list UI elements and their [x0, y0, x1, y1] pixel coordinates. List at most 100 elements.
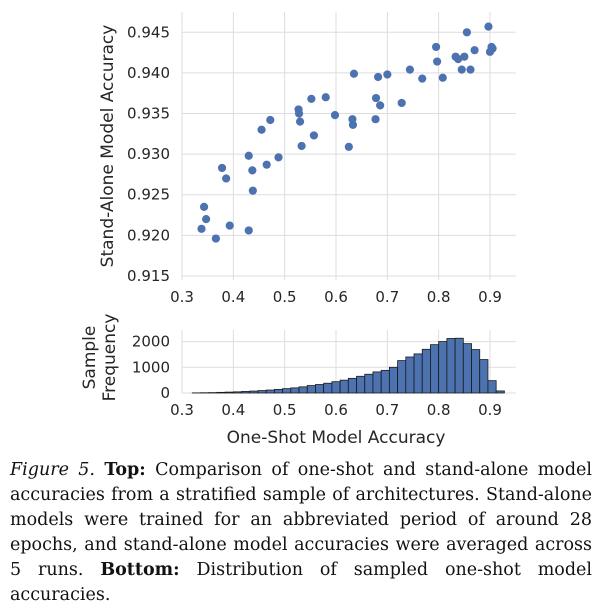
scatter-point — [372, 94, 380, 102]
scatter-point — [406, 66, 414, 74]
scatter-point — [398, 99, 406, 107]
histogram-bar — [439, 342, 447, 393]
histogram-bar — [455, 338, 463, 393]
histogram-bar — [242, 391, 250, 393]
scatter-point — [266, 116, 274, 124]
histogram-bar — [315, 385, 323, 393]
scatter-point — [466, 66, 474, 74]
histogram-bar — [447, 338, 455, 393]
scatter-point — [257, 126, 265, 134]
histogram-bar — [307, 386, 315, 393]
scatter-x-tick-label: 0.7 — [375, 288, 399, 306]
scatter-point — [376, 101, 384, 109]
scatter-point — [433, 57, 441, 65]
scatter-point — [488, 44, 496, 52]
histogram-bar — [357, 376, 365, 393]
histogram-bar — [472, 350, 480, 393]
scatter-point — [222, 174, 230, 182]
scatter-y-tick-label: 0.920 — [127, 226, 170, 244]
scatter-x-tick-label: 0.8 — [427, 288, 451, 306]
hist-y-tick-label: 2000 — [132, 333, 170, 351]
caption-label: Figure 5. — [10, 460, 95, 480]
scatter-point — [296, 118, 304, 126]
scatter-point — [263, 161, 271, 169]
histogram-bar — [217, 392, 225, 393]
hist-x-tick-label: 0.8 — [427, 401, 451, 419]
histogram-bar — [332, 382, 340, 393]
scatter-point — [248, 166, 256, 174]
histogram-bar — [463, 344, 471, 393]
scatter-x-tick-label: 0.4 — [221, 288, 245, 306]
hist-x-tick-label: 0.3 — [170, 401, 194, 419]
histogram-bar — [274, 389, 282, 393]
histogram-bar — [414, 354, 422, 393]
hist-y-axis-label: SampleFrequency — [80, 314, 120, 402]
scatter-y-tick-label: 0.945 — [127, 23, 170, 41]
histogram-bar — [340, 380, 348, 393]
scatter-point — [274, 153, 282, 161]
scatter-point — [374, 73, 382, 81]
scatter-point — [200, 203, 208, 211]
scatter-point — [383, 70, 391, 78]
hist-x-axis-label: One-Shot Model Accuracy — [227, 428, 446, 448]
histogram-bar — [324, 383, 332, 393]
caption-bottom-heading: Bottom: — [100, 560, 179, 580]
scatter-point — [295, 109, 303, 117]
scatter-y-tick-label: 0.930 — [127, 145, 170, 163]
scatter-y-axis-label: Stand-Alone Model Accuracy — [98, 25, 118, 268]
scatter-y-tick-label: 0.925 — [127, 186, 170, 204]
histogram-bar — [233, 392, 241, 393]
histogram-bar — [422, 349, 430, 393]
histogram-bar — [480, 360, 488, 393]
hist-y-axis-label-line: Sample — [80, 326, 100, 390]
scatter-point — [249, 187, 257, 195]
hist-x-tick-label: 0.5 — [273, 401, 297, 419]
histogram-bar — [398, 361, 406, 393]
scatter-point — [197, 225, 205, 233]
scatter-point — [202, 215, 210, 223]
scatter-point — [245, 152, 253, 160]
hist-y-tick-label: 1000 — [132, 358, 170, 376]
scatter-point — [310, 131, 318, 139]
histogram-bar — [406, 357, 414, 393]
scatter-point — [349, 121, 357, 129]
histogram-bar — [488, 381, 496, 393]
caption-top-heading: Top: — [104, 460, 145, 480]
scatter-y-tick-label: 0.940 — [127, 64, 170, 82]
scatter-y-tick-label: 0.915 — [127, 267, 170, 285]
scatter-x-tick-label: 0.6 — [324, 288, 348, 306]
caption-bottom-text: Distribution of sampled one-shot model a… — [10, 560, 592, 605]
scatter-y-tick-label: 0.935 — [127, 105, 170, 123]
scatter-point — [432, 43, 440, 51]
histogram-bar — [283, 389, 291, 393]
histogram-bar — [250, 391, 258, 393]
scatter-point — [439, 74, 447, 82]
scatter-point — [463, 28, 471, 36]
scatter-point — [245, 226, 253, 234]
histogram-bar — [389, 367, 397, 393]
histogram-bar — [299, 387, 307, 393]
scatter-point — [218, 164, 226, 172]
scatter-point — [471, 46, 479, 54]
scatter-point — [298, 142, 306, 150]
histogram-bar — [291, 388, 299, 393]
figure-caption: Figure 5. Top: Comparison of one-shot an… — [10, 458, 592, 608]
hist-y-axis-label-line: Frequency — [100, 314, 120, 402]
scatter-point — [460, 53, 468, 61]
histogram-bar — [365, 374, 373, 393]
scatter-point — [226, 221, 234, 229]
scatter-point — [418, 74, 426, 82]
histogram-bar — [266, 390, 274, 393]
scatter-point — [458, 66, 466, 74]
scatter-x-tick-label: 0.5 — [273, 288, 297, 306]
hist-x-tick-label: 0.6 — [324, 401, 348, 419]
hist-x-tick-label: 0.4 — [221, 401, 245, 419]
scatter-point — [350, 70, 358, 78]
histogram-bar — [348, 378, 356, 393]
scatter-point — [322, 93, 330, 101]
scatter-point — [212, 234, 220, 242]
histogram-bar — [430, 345, 438, 393]
